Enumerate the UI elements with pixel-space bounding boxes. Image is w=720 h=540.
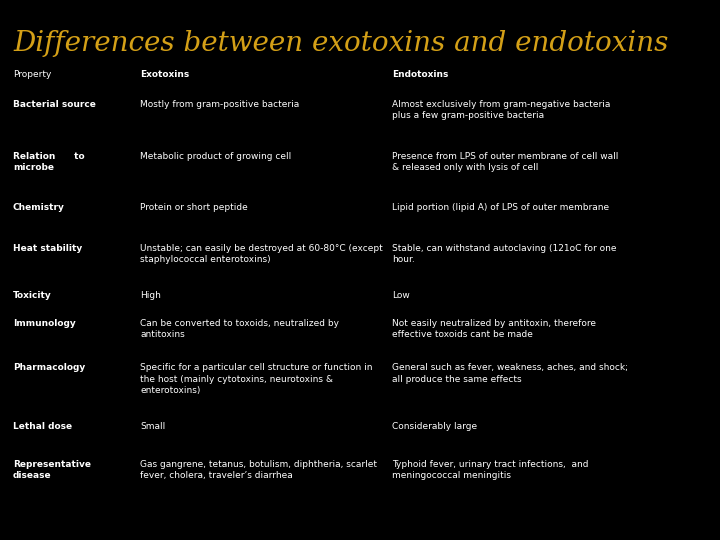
Text: Considerably large: Considerably large [392,422,477,431]
Text: Almost exclusively from gram-negative bacteria
plus a few gram-positive bacteria: Almost exclusively from gram-negative ba… [392,100,611,120]
Text: Stable, can withstand autoclaving (121oC for one
hour.: Stable, can withstand autoclaving (121oC… [392,244,617,264]
Text: Metabolic product of growing cell: Metabolic product of growing cell [140,152,292,161]
Text: Property: Property [13,70,51,79]
Text: Unstable; can easily be destroyed at 60-80°C (except
staphylococcal enterotoxins: Unstable; can easily be destroyed at 60-… [140,244,383,264]
Text: Relation      to
microbe: Relation to microbe [13,152,84,172]
Text: Toxicity: Toxicity [13,291,52,300]
Text: Small: Small [140,422,166,431]
Text: Pharmacology: Pharmacology [13,363,85,373]
Text: Endotoxins: Endotoxins [392,70,449,79]
Text: Low: Low [392,291,410,300]
Text: Typhoid fever, urinary tract infections,  and
meningococcal meningitis: Typhoid fever, urinary tract infections,… [392,460,589,480]
Text: Protein or short peptide: Protein or short peptide [140,202,248,212]
Text: Can be converted to toxoids, neutralized by
antitoxins: Can be converted to toxoids, neutralized… [140,319,339,339]
Text: Not easily neutralized by antitoxin, therefore
effective toxoids cant be made: Not easily neutralized by antitoxin, the… [392,319,596,339]
Text: Lethal dose: Lethal dose [13,422,72,431]
Text: Exotoxins: Exotoxins [140,70,189,79]
Text: High: High [140,291,161,300]
Text: Bacterial source: Bacterial source [13,100,96,109]
Text: Immunology: Immunology [13,319,76,328]
Text: Representative
disease: Representative disease [13,460,91,480]
Text: Mostly from gram-positive bacteria: Mostly from gram-positive bacteria [140,100,300,109]
Text: Differences between exotoxins and endotoxins: Differences between exotoxins and endoto… [13,30,668,57]
Text: Heat stability: Heat stability [13,244,82,253]
Text: Specific for a particular cell structure or function in
the host (mainly cytotox: Specific for a particular cell structure… [140,363,373,395]
Text: Presence from LPS of outer membrane of cell wall
& released only with lysis of c: Presence from LPS of outer membrane of c… [392,152,618,172]
Text: General such as fever, weakness, aches, and shock;
all produce the same effects: General such as fever, weakness, aches, … [392,363,629,383]
Text: Gas gangrene, tetanus, botulism, diphtheria, scarlet
fever, cholera, traveler’s : Gas gangrene, tetanus, botulism, diphthe… [140,460,377,480]
Text: Chemistry: Chemistry [13,202,65,212]
Text: Lipid portion (lipid A) of LPS of outer membrane: Lipid portion (lipid A) of LPS of outer … [392,202,610,212]
